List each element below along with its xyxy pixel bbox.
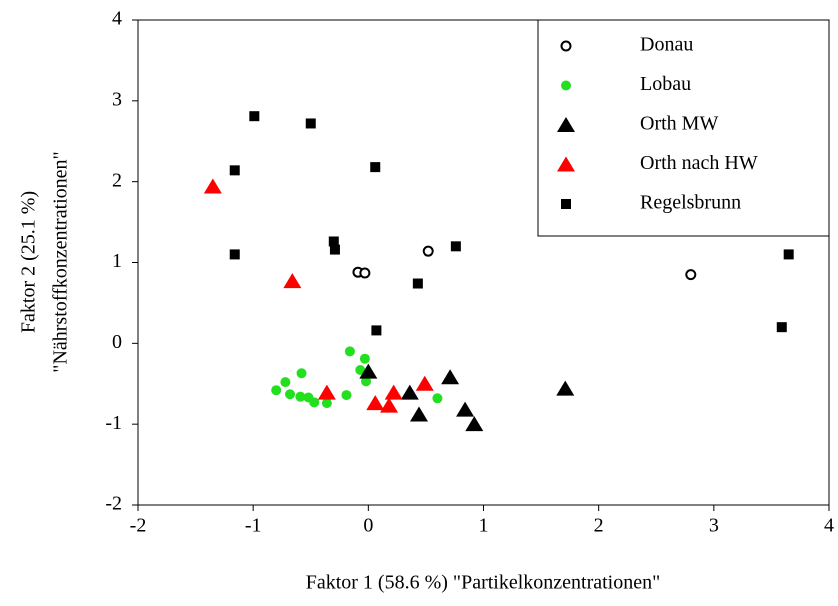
point [309,397,320,408]
x-tick-label: 0 [363,515,373,537]
point [371,325,382,336]
point [366,395,385,411]
legend-marker [561,80,571,91]
point [380,397,399,413]
point [450,241,461,252]
point [361,376,372,387]
x-tick-label: 2 [594,515,604,537]
x-axis-label: Faktor 1 (58.6 %) "Partikelkonzentration… [306,572,661,594]
legend-box [537,19,830,237]
point [296,368,307,379]
y-tick-label: -1 [105,412,122,434]
point [400,384,419,400]
point [384,384,403,400]
y-tick-label: 0 [112,331,122,353]
point [415,375,434,391]
point [305,118,316,129]
point [432,393,443,404]
y-axis-label: "Nährstoffkonzentrationen" [50,151,72,372]
point [328,236,339,247]
point [341,390,352,401]
legend-label: Orth MW [640,113,718,135]
y-tick-label: 4 [112,8,122,30]
legend-marker [561,199,571,209]
legend-marker [557,156,575,172]
legend-label: Regelsbrunn [640,192,741,214]
point [344,346,355,357]
point [321,398,332,409]
x-tick-label: -2 [130,515,147,537]
legend-label: Lobau [640,73,691,95]
point [229,249,240,260]
legend-label: Donau [640,34,693,56]
point [410,406,429,422]
y-tick-label: 1 [112,250,122,272]
legend-marker [560,40,572,52]
point [229,165,240,176]
point [359,267,371,279]
point [556,380,575,396]
point [465,416,484,432]
point [317,384,336,400]
point [685,269,697,281]
point [203,178,222,194]
point [783,249,794,260]
point [355,365,366,376]
point [271,385,282,396]
legend-label: Orth nach HW [640,152,758,174]
x-tick-label: 4 [824,515,834,537]
point [295,391,306,402]
point [359,353,370,364]
y-tick-label: 3 [112,88,122,110]
point [329,244,340,255]
point [280,377,291,388]
y-axis-label: Faktor 2 (25.1 %) [18,191,40,333]
point [283,273,302,289]
point [776,322,787,333]
x-tick-label: 3 [709,515,719,537]
x-tick-label: 1 [479,515,489,537]
point [456,401,475,417]
point [441,369,460,385]
y-tick-label: -2 [105,493,122,515]
point [422,245,434,257]
legend-marker [557,117,575,132]
point [412,278,423,289]
x-tick-label: -1 [245,515,262,537]
point [359,363,378,379]
point [249,111,260,122]
y-tick-label: 2 [112,169,122,191]
point [370,162,381,173]
point [285,389,296,400]
